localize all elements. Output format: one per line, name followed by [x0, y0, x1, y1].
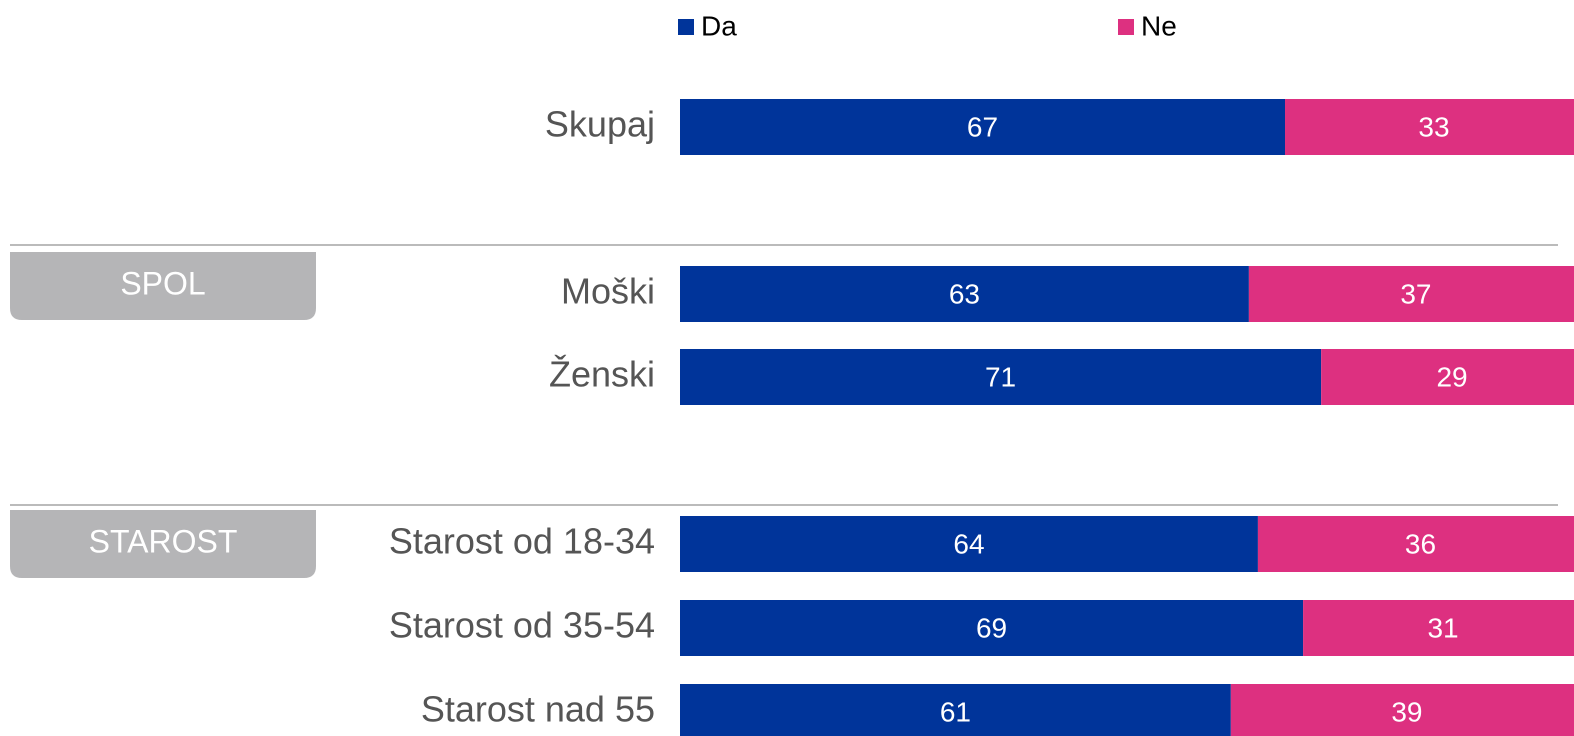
- bar-segment: [680, 516, 1258, 572]
- group-label: SPOL: [120, 265, 205, 301]
- bar-segment: [680, 349, 1322, 405]
- category-label: Starost od 35-54: [389, 605, 655, 646]
- value-label: 67: [967, 111, 998, 142]
- category-label: Starost nad 55: [421, 689, 655, 730]
- value-label: 61: [940, 696, 971, 727]
- category-label: Moški: [561, 271, 655, 312]
- category-label: Ženski: [549, 354, 655, 395]
- bar-segment: [680, 266, 1249, 322]
- group-label: STAROST: [89, 523, 238, 559]
- bar-segment: [680, 99, 1286, 155]
- value-label: 71: [985, 361, 1016, 392]
- group-box: [10, 252, 316, 320]
- value-label: 33: [1418, 111, 1449, 142]
- bar-segment: [680, 600, 1304, 656]
- legend-label: Da: [701, 10, 737, 41]
- category-label: Starost od 18-34: [389, 521, 655, 562]
- value-label: 29: [1436, 361, 1467, 392]
- bar-segment: [1248, 266, 1574, 322]
- bar-segment: [1303, 600, 1574, 656]
- value-label: 36: [1405, 528, 1436, 559]
- legend-swatch: [678, 19, 694, 35]
- value-label: 69: [976, 612, 1007, 643]
- category-label: Skupaj: [545, 104, 655, 145]
- bar-segment: [1257, 516, 1574, 572]
- legend-label: Ne: [1141, 10, 1177, 41]
- value-label: 63: [949, 278, 980, 309]
- group-box: [10, 510, 316, 578]
- value-label: 64: [953, 528, 984, 559]
- bar-segment: [1285, 99, 1574, 155]
- value-label: 37: [1400, 278, 1431, 309]
- bar-segment: [1230, 684, 1574, 736]
- value-label: 31: [1427, 612, 1458, 643]
- bar-segment: [680, 684, 1231, 736]
- bar-segment: [1321, 349, 1574, 405]
- legend-swatch: [1118, 19, 1134, 35]
- value-label: 39: [1391, 696, 1422, 727]
